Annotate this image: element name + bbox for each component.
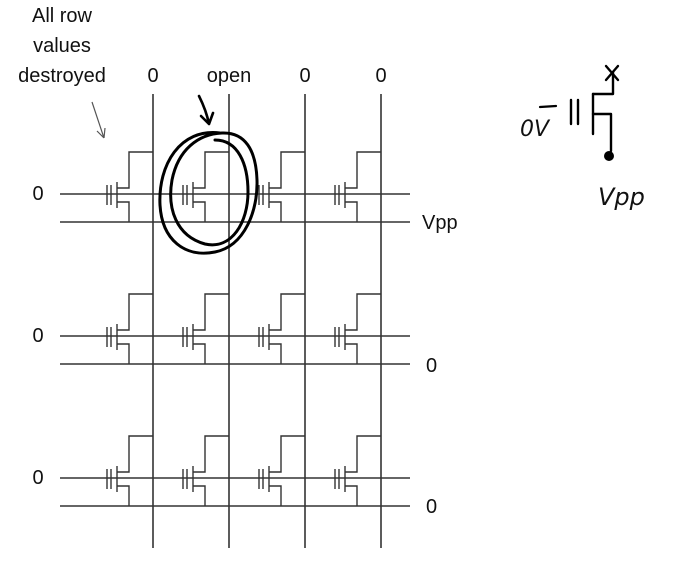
handwritten-left-label: 0V bbox=[520, 117, 551, 142]
annotation-line-1: All row bbox=[32, 5, 93, 27]
memory-cell bbox=[334, 151, 381, 222]
handwritten-right-label: Vpp bbox=[598, 183, 645, 211]
cell-transistor bbox=[334, 293, 381, 364]
memory-cell bbox=[334, 293, 381, 364]
pen-arrow bbox=[197, 94, 215, 126]
memory-cell bbox=[258, 293, 305, 364]
column-label-1: 0 bbox=[147, 65, 158, 87]
cell-transistor bbox=[182, 435, 229, 506]
pen-circle bbox=[158, 131, 259, 255]
handwritten-transistor-sketch bbox=[569, 64, 620, 153]
handwritten-dash bbox=[538, 104, 558, 109]
memory-cell bbox=[258, 151, 305, 222]
node-dot bbox=[604, 151, 614, 161]
memory-cell bbox=[182, 435, 229, 506]
cell-transistor bbox=[106, 435, 153, 506]
cell-transistor bbox=[182, 151, 229, 222]
column-label-3: 0 bbox=[299, 65, 310, 87]
column-label-4: 0 bbox=[375, 65, 386, 87]
memory-cell bbox=[182, 293, 229, 364]
wire-grid bbox=[60, 94, 410, 548]
cell-transistor bbox=[334, 435, 381, 506]
annotation-line-3: destroyed bbox=[18, 65, 106, 87]
memory-cell bbox=[258, 435, 305, 506]
annotation-arrow bbox=[91, 101, 106, 139]
column-label-2: open bbox=[207, 65, 252, 87]
memory-cell bbox=[182, 151, 229, 222]
cell-transistor bbox=[106, 151, 153, 222]
wordline-label-3: 0 bbox=[32, 467, 43, 489]
wordline-label-2: 0 bbox=[32, 325, 43, 347]
cell-transistor bbox=[182, 293, 229, 364]
plate-label-3: 0 bbox=[426, 496, 437, 518]
cell-grid bbox=[106, 151, 381, 506]
plate-label-2: 0 bbox=[426, 355, 437, 377]
memory-cell bbox=[106, 151, 153, 222]
plate-label-1: Vpp bbox=[422, 212, 458, 234]
cell-transistor bbox=[258, 151, 305, 222]
wordline-label-1: 0 bbox=[32, 183, 43, 205]
cell-transistor bbox=[334, 151, 381, 222]
memory-cell bbox=[106, 435, 153, 506]
memory-cell bbox=[106, 293, 153, 364]
cell-transistor bbox=[258, 293, 305, 364]
cell-transistor bbox=[106, 293, 153, 364]
cell-transistor bbox=[258, 435, 305, 506]
memory-cell bbox=[334, 435, 381, 506]
annotation-line-2: values bbox=[33, 35, 91, 57]
